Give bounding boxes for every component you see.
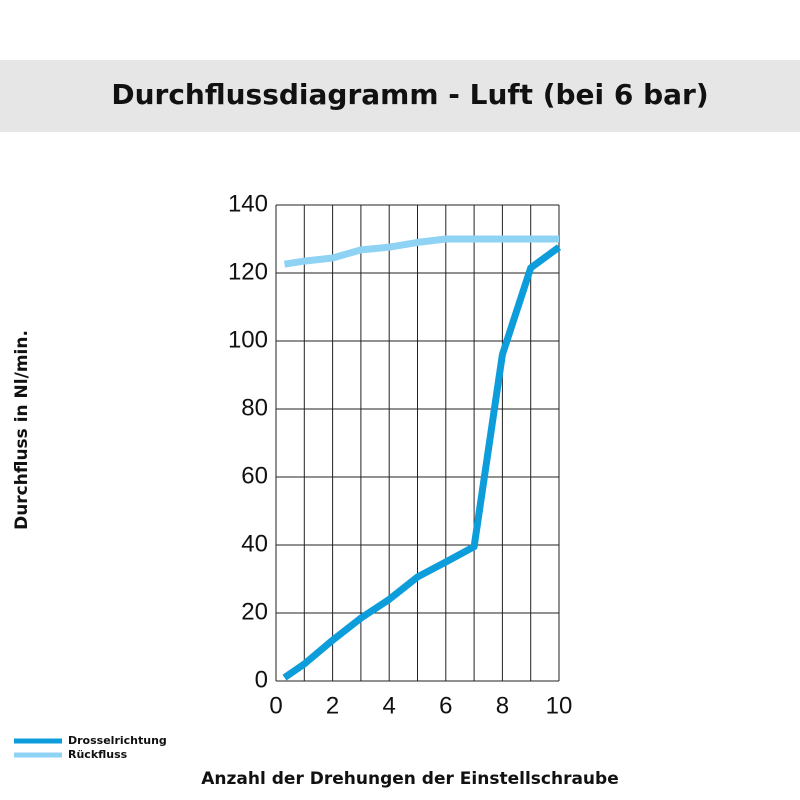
line-series	[282, 244, 562, 681]
x-tick-label: 0	[269, 692, 282, 719]
line-series	[283, 235, 559, 268]
x-tick-label: 4	[383, 692, 396, 719]
x-tick-label: 2	[326, 692, 339, 719]
legend-label: Rückfluss	[68, 748, 128, 761]
legend-label: Drosselrichtung	[68, 734, 167, 747]
y-tick-label: 120	[228, 258, 268, 285]
y-tick-label: 0	[255, 666, 268, 693]
y-tick-label: 140	[228, 190, 268, 217]
y-tick-label: 20	[241, 598, 268, 625]
y-tick-label: 40	[241, 530, 268, 557]
y-axis-label: Durchfluss in Nl/min.	[12, 330, 32, 530]
title-band	[0, 60, 800, 132]
x-tick-label: 6	[439, 692, 452, 719]
x-axis-label: Anzahl der Drehungen der Einstellschraub…	[201, 769, 618, 789]
x-tick-label: 8	[496, 692, 509, 719]
y-tick-label: 60	[241, 462, 268, 489]
y-tick-label: 80	[241, 394, 268, 421]
y-tick-label: 100	[228, 326, 268, 353]
x-tick-label: 10	[546, 692, 573, 719]
chart-title: Durchflussdiagramm - Luft (bei 6 bar)	[111, 78, 708, 111]
